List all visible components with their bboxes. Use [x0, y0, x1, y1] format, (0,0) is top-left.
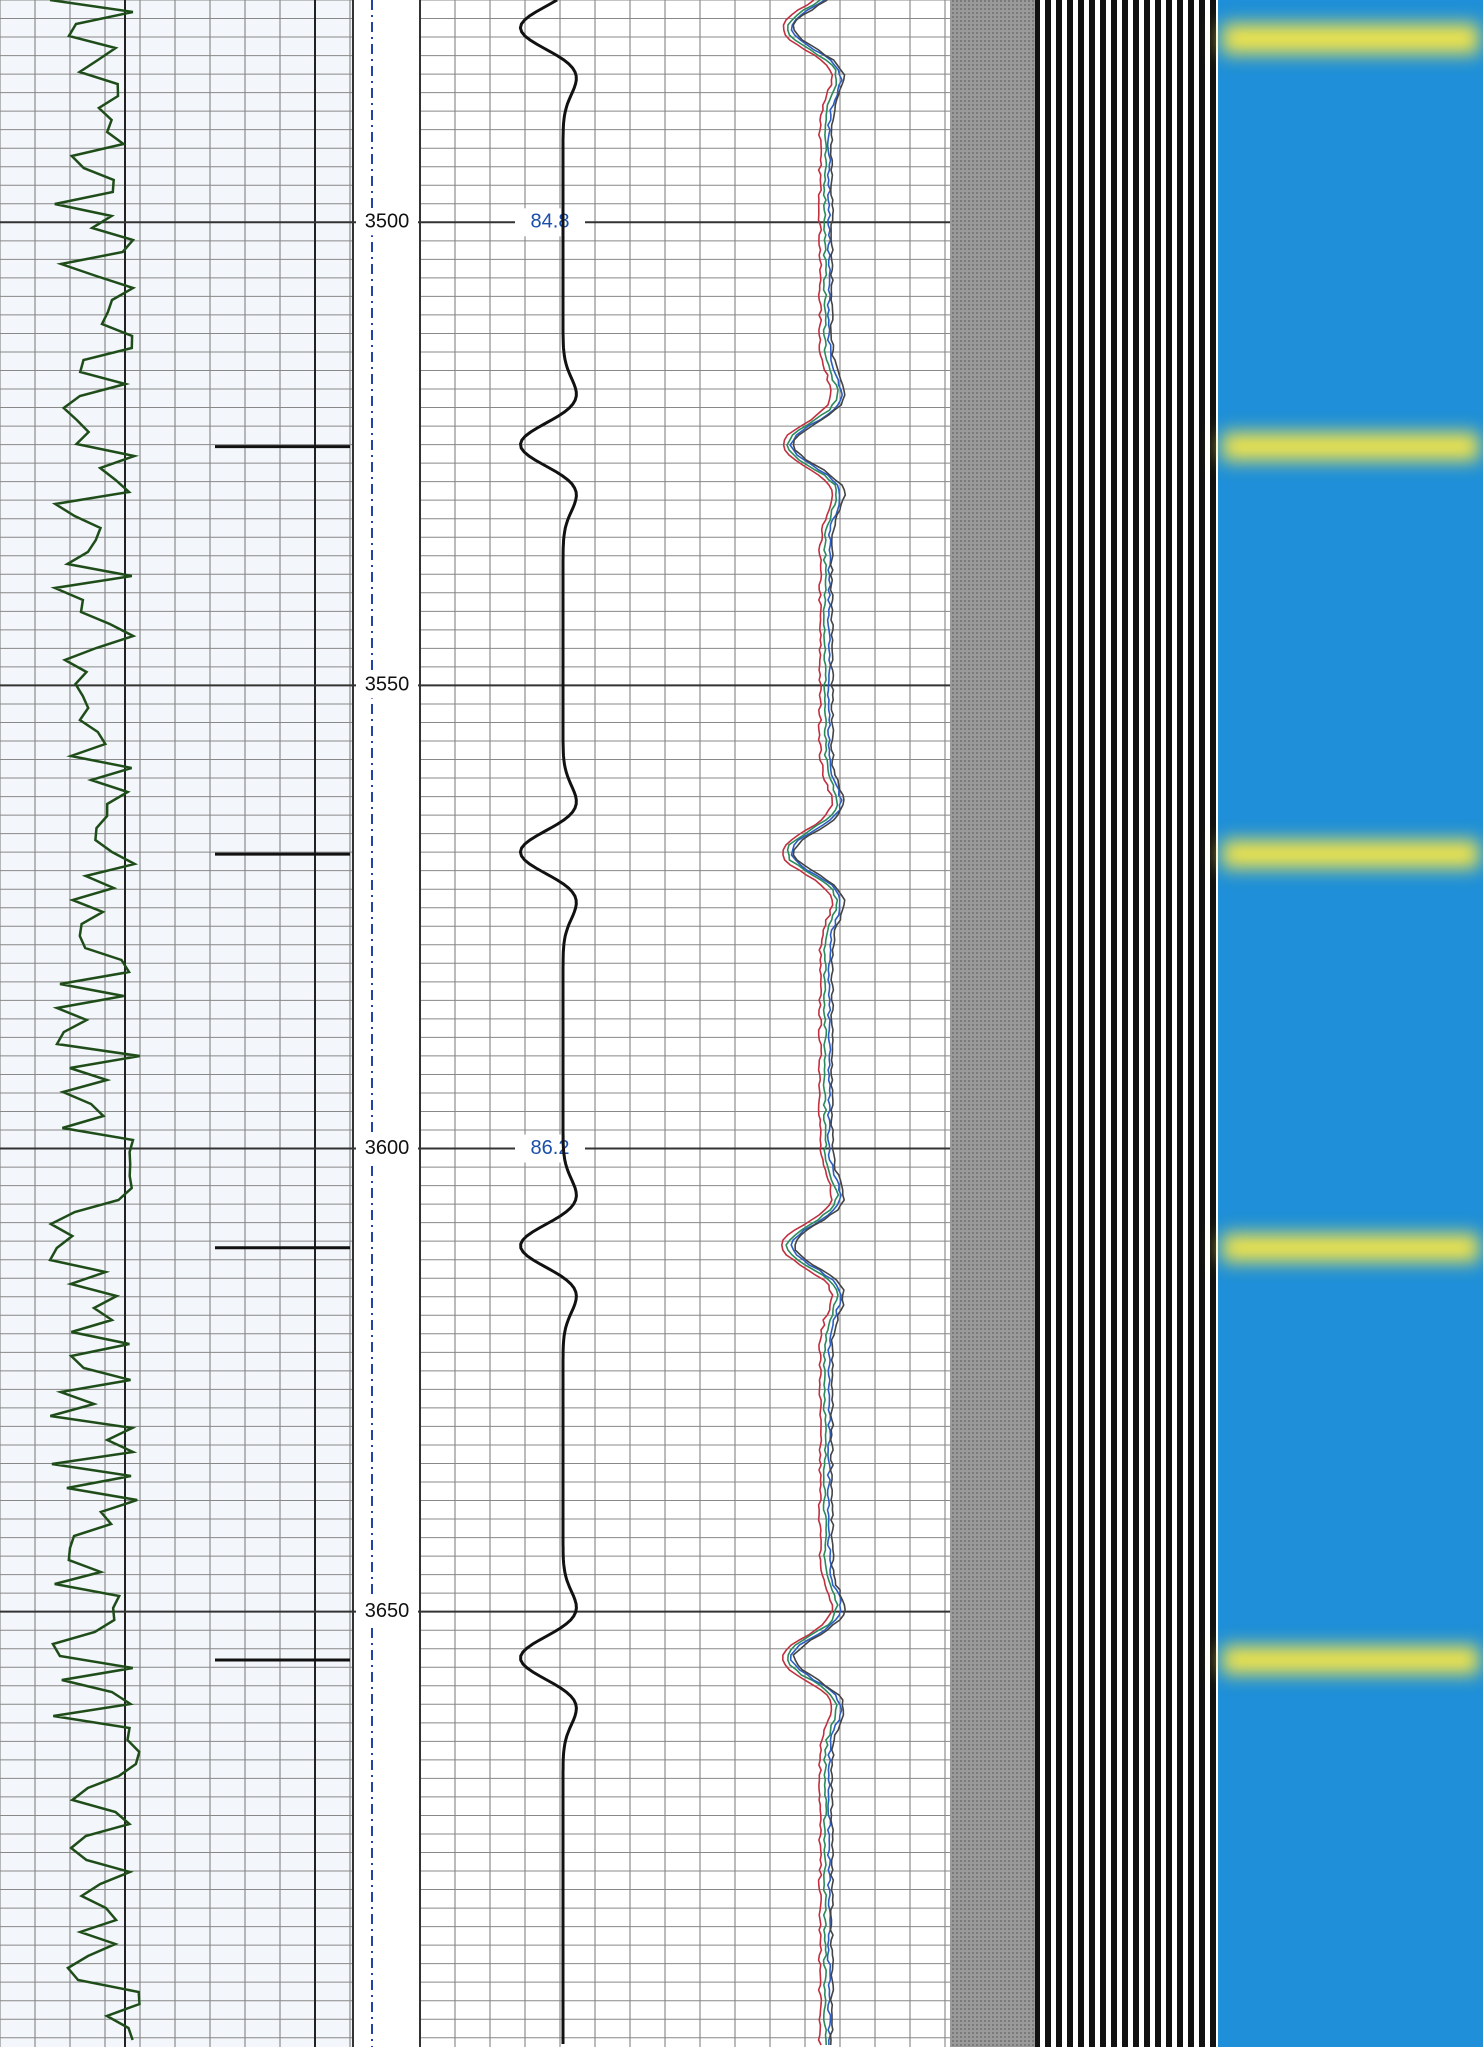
curves — [48, 0, 1479, 2046]
band — [1222, 432, 1479, 461]
depth-label: 3600 — [365, 1137, 410, 1159]
array-curve — [792, 0, 847, 2046]
depth-label: 3550 — [365, 674, 410, 696]
array-curve — [780, 0, 834, 2046]
track-1 — [0, 0, 353, 2047]
label-bg — [356, 672, 418, 699]
array-curve — [789, 0, 844, 2046]
log-curve — [518, 0, 578, 2044]
band — [1222, 840, 1479, 869]
label-bg — [356, 1135, 418, 1162]
band — [1222, 1233, 1479, 1262]
depth-label: 3500 — [365, 211, 410, 233]
label-bg — [515, 1134, 585, 1163]
depth-label: 3650 — [365, 1600, 410, 1622]
variable-density — [950, 0, 1035, 2047]
image-track — [1218, 0, 1483, 2047]
annotation: 84.8 — [531, 211, 570, 233]
label-bg — [356, 1598, 418, 1625]
array-curve — [785, 0, 840, 2046]
annotation: 86.2 — [531, 1137, 570, 1159]
label-bg — [356, 209, 418, 236]
waveform-track — [1035, 0, 1218, 2047]
label-bg — [515, 208, 585, 237]
grid: 3500 3550 3600 3650 84.8 86.2 — [0, 0, 950, 2047]
band — [1222, 1645, 1479, 1674]
band — [1222, 23, 1479, 54]
gamma-curve — [48, 0, 141, 2041]
